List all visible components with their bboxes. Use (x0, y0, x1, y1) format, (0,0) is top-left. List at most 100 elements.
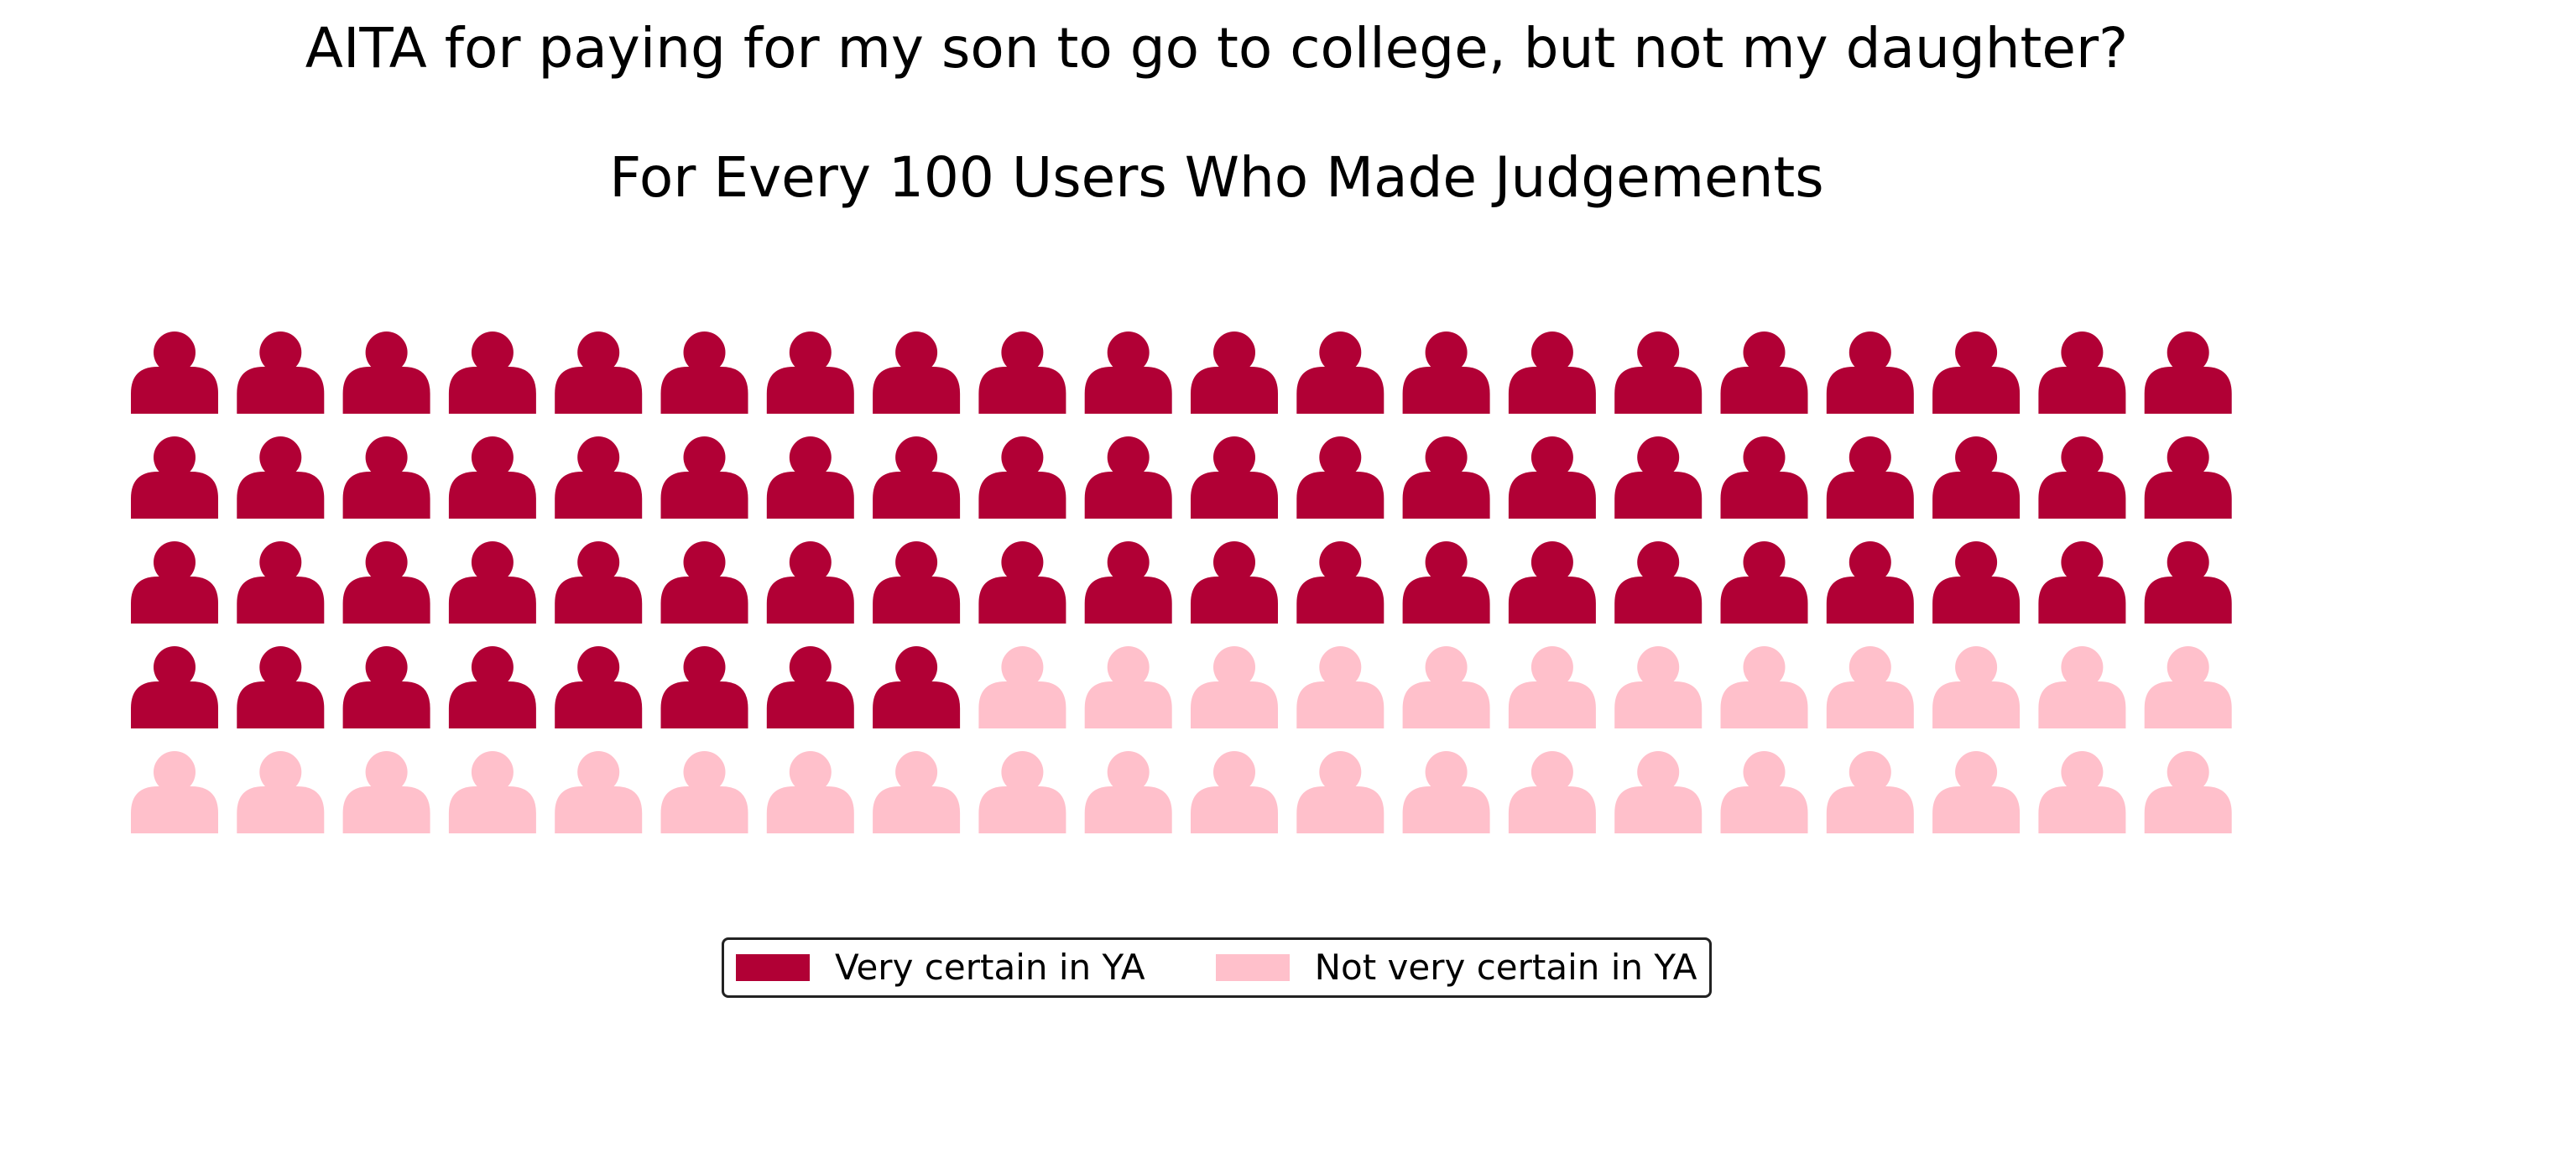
person-icon-body (131, 367, 218, 414)
person-icon (978, 541, 1066, 624)
person-icon-body (1932, 472, 2021, 519)
person-icon-body (342, 577, 430, 624)
person-icon (1932, 751, 2021, 833)
person-icon-head (683, 646, 726, 688)
person-icon-head (1743, 751, 1786, 793)
person-icon (555, 331, 643, 414)
person-icon (1932, 331, 2021, 414)
person-icon (1402, 541, 1490, 624)
person-icon-body (766, 577, 854, 624)
person-icon-body (978, 786, 1066, 833)
person-icon-head (1530, 541, 1573, 583)
person-icon (237, 751, 325, 833)
chart-legend: Very certain in YA Not very certain in Y… (722, 937, 1712, 998)
person-icon-body (1614, 367, 1703, 414)
legend-entry-very-certain: Very certain in YA (736, 947, 1145, 989)
person-icon (1191, 331, 1278, 414)
person-icon (1508, 331, 1596, 414)
person-icon-head (1955, 331, 1998, 373)
person-icon-head (1743, 436, 1786, 478)
person-icon-body (1084, 786, 1172, 833)
person-icon (1826, 436, 1914, 519)
person-icon-body (1932, 786, 2021, 833)
person-icon (873, 646, 961, 728)
person-icon-head (577, 436, 620, 478)
person-icon-body (1402, 577, 1490, 624)
person-icon-body (1508, 786, 1596, 833)
person-icon (1614, 541, 1703, 624)
person-icon-head (2061, 541, 2104, 583)
person-icon-head (1107, 541, 1150, 583)
person-icon (873, 331, 961, 414)
person-icon (660, 751, 748, 833)
person-icon-head (471, 331, 514, 373)
person-icon-head (259, 331, 302, 373)
person-icon (1826, 541, 1914, 624)
person-icon-head (2061, 751, 2104, 793)
person-icon (342, 331, 430, 414)
person-icon-head (365, 331, 408, 373)
legend-entry-not-very-certain: Not very certain in YA (1215, 947, 1697, 989)
person-icon-head (789, 331, 832, 373)
person-icon-head (1743, 541, 1786, 583)
person-icon-body (766, 367, 854, 414)
person-icon-head (259, 751, 302, 793)
person-icon-body (1296, 367, 1384, 414)
person-icon-head (1107, 646, 1150, 688)
person-icon-body (1296, 786, 1384, 833)
person-icon-body (660, 786, 748, 833)
person-icon (2038, 646, 2126, 728)
person-icon-head (1849, 436, 1891, 478)
person-icon-body (1084, 681, 1172, 728)
person-icon-head (683, 436, 726, 478)
person-icon-head (789, 541, 832, 583)
person-icon-body (1826, 786, 1914, 833)
person-icon-body (2144, 786, 2232, 833)
person-icon-body (1402, 472, 1490, 519)
person-icon (448, 331, 536, 414)
person-icon (1296, 541, 1384, 624)
person-icon-body (1826, 577, 1914, 624)
person-icon-head (471, 646, 514, 688)
person-icon-body (1402, 367, 1490, 414)
person-icon (1614, 646, 1703, 728)
person-icon-body (237, 577, 325, 624)
person-icon-head (1319, 436, 1362, 478)
person-icon-body (342, 367, 430, 414)
person-icon (1402, 751, 1490, 833)
person-icon-body (1932, 681, 2021, 728)
person-icon-body (2038, 681, 2126, 728)
person-icon-body (873, 367, 961, 414)
person-icon-head (154, 646, 196, 688)
person-icon (448, 646, 536, 728)
person-icon-head (2167, 751, 2209, 793)
person-icon (766, 751, 854, 833)
person-icon (342, 436, 430, 519)
person-icon-body (1191, 681, 1278, 728)
person-icon-head (1107, 751, 1150, 793)
person-icon-body (1508, 577, 1596, 624)
person-icon-body (1932, 367, 2021, 414)
person-icon-head (1319, 646, 1362, 688)
person-icon-body (555, 786, 643, 833)
person-icon-head (1849, 331, 1891, 373)
person-icon (873, 751, 961, 833)
person-icon-body (448, 472, 536, 519)
person-icon-head (365, 646, 408, 688)
person-icon (1084, 541, 1172, 624)
person-icon-body (1191, 577, 1278, 624)
person-icon (660, 331, 748, 414)
person-icon (2038, 331, 2126, 414)
person-icon (1508, 436, 1596, 519)
person-icon-body (448, 681, 536, 728)
legend-swatch-very-certain (736, 954, 810, 981)
person-icon-head (577, 331, 620, 373)
person-icon-head (1637, 751, 1680, 793)
person-icon (131, 541, 218, 624)
person-icon-body (873, 681, 961, 728)
person-icon (1614, 436, 1703, 519)
person-icon (1932, 646, 2021, 728)
person-icon-body (2038, 786, 2126, 833)
person-icon-body (660, 681, 748, 728)
person-icon-head (1849, 646, 1891, 688)
